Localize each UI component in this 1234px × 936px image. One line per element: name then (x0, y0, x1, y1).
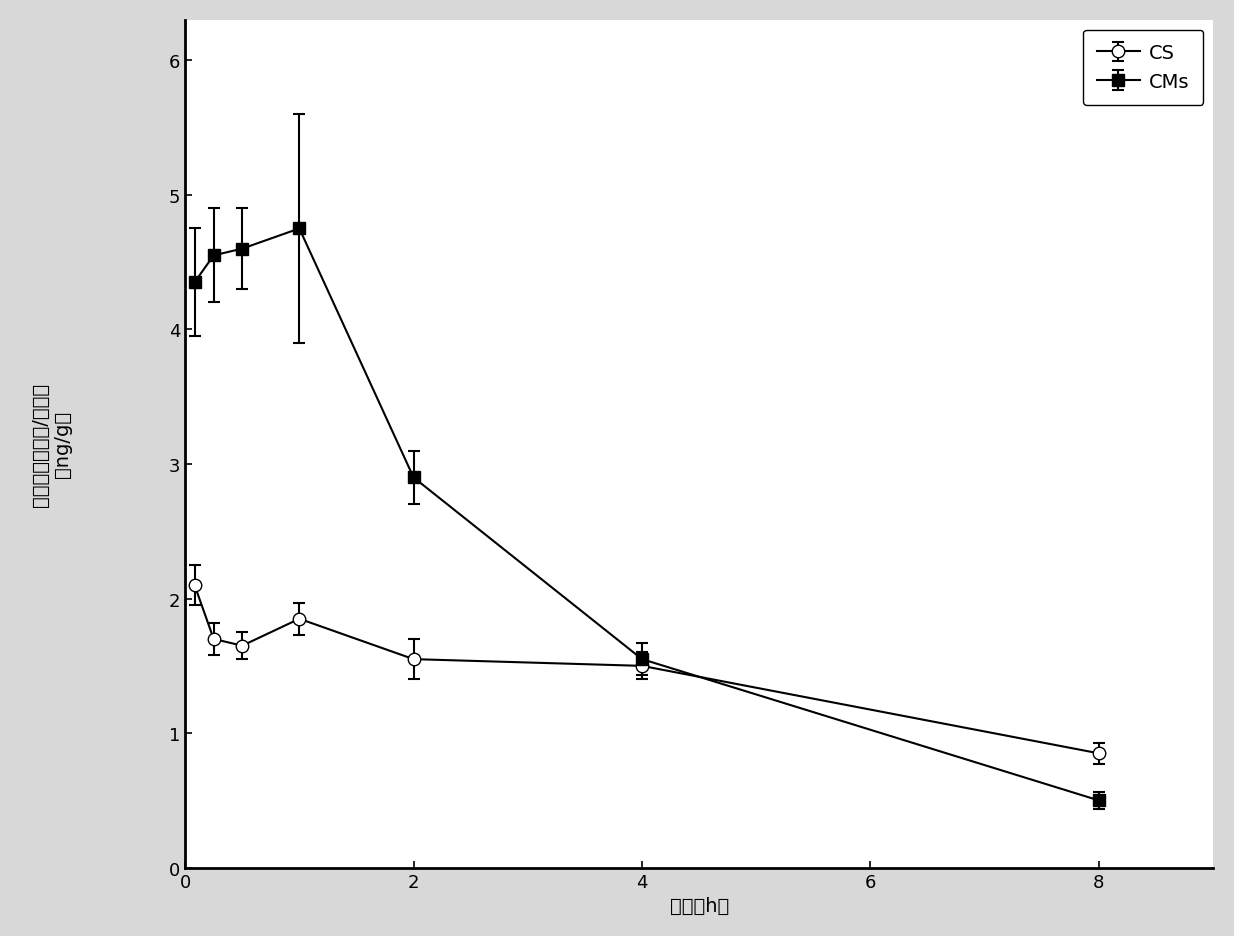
Legend: CS, CMs: CS, CMs (1083, 31, 1203, 106)
Text: 脑内香豆素浓度/脑组织
（ng/g）: 脑内香豆素浓度/脑组织 （ng/g） (31, 382, 72, 506)
X-axis label: 时间（h）: 时间（h） (670, 896, 729, 915)
